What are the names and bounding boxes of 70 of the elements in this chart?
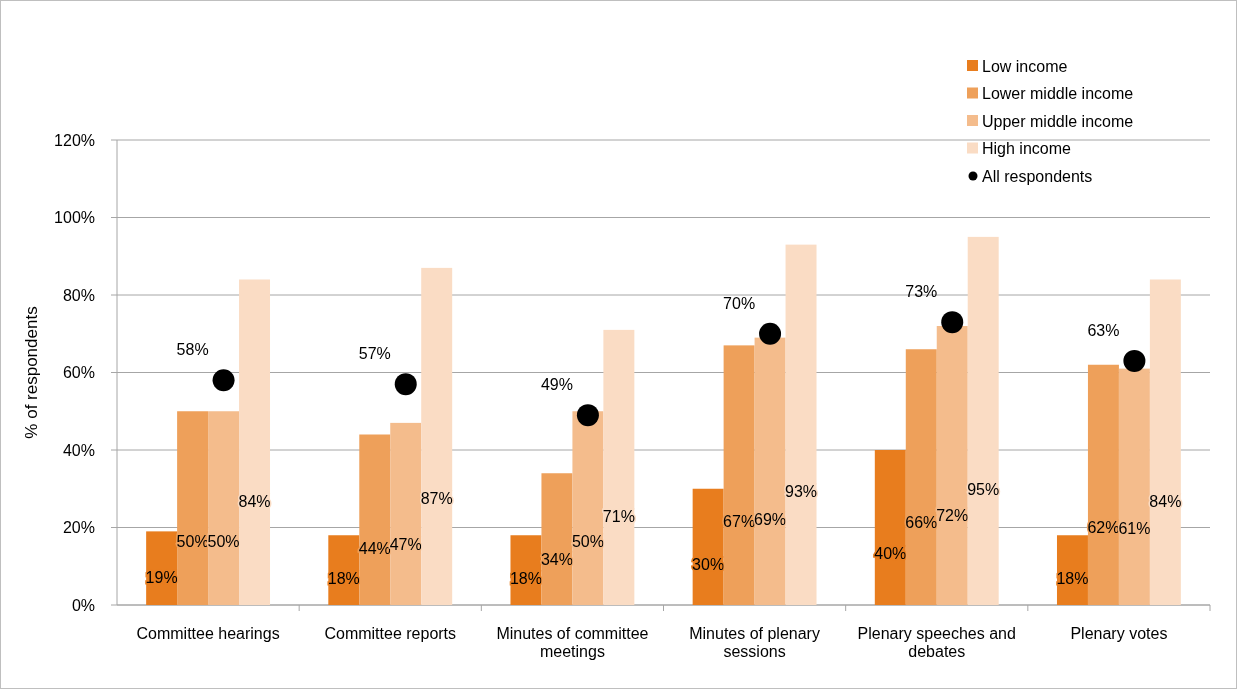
y-tick-label: 100% [54, 209, 95, 227]
y-tick-label: 40% [62, 441, 95, 459]
data-label: 47% [389, 536, 422, 554]
legend-label: All respondents [982, 167, 1093, 185]
data-label: 73% [905, 283, 938, 301]
y-tick-label: 0% [71, 596, 95, 614]
data-label: 18% [1056, 570, 1089, 588]
bar [905, 349, 937, 605]
data-label: 50% [176, 532, 209, 550]
legend-label: Lower middle income [982, 85, 1134, 103]
x-tick-label: Plenary speeches and debates [857, 625, 1016, 661]
y-tick-label: 60% [62, 364, 95, 382]
bar [1087, 364, 1119, 605]
point [212, 369, 235, 392]
data-label: 66% [905, 514, 938, 532]
legend-label: High income [982, 140, 1072, 158]
bar [177, 411, 209, 605]
data-label: 67% [723, 513, 756, 531]
bar [723, 345, 755, 605]
y-tick-label: 120% [54, 131, 95, 149]
bar [359, 434, 391, 605]
y-axis-title: % of respondents [22, 306, 41, 439]
data-label: 18% [327, 570, 360, 588]
bar [421, 267, 453, 605]
x-tick-label: Committee hearings [136, 625, 280, 642]
data-label: 84% [238, 493, 271, 511]
bar [936, 326, 968, 605]
bar [603, 329, 635, 605]
data-label: 71% [602, 508, 635, 526]
bar [1149, 279, 1181, 605]
x-tick-label: Committee reports [324, 625, 457, 642]
data-label: 18% [509, 570, 542, 588]
data-label: 58% [176, 341, 209, 359]
bar [1118, 368, 1150, 605]
bar [967, 236, 999, 605]
point [394, 373, 417, 396]
y-tick-label: 80% [62, 286, 95, 304]
data-label: 61% [1118, 520, 1151, 538]
data-label: 95% [967, 480, 1000, 498]
data-label: 57% [358, 345, 391, 363]
point [941, 311, 964, 334]
data-label: 50% [207, 532, 240, 550]
bar [390, 422, 422, 605]
x-tick-label: Plenary votes [1070, 625, 1168, 642]
data-label: 62% [1087, 518, 1120, 536]
data-label: 50% [571, 532, 604, 550]
data-label: 70% [723, 294, 756, 312]
data-label: 63% [1087, 321, 1120, 339]
data-label: 19% [145, 568, 178, 586]
data-label: 44% [358, 539, 391, 557]
x-tick-label: Minutes of committee meetings [496, 625, 649, 661]
x-tick-label: Minutes of plenary sessions [689, 625, 820, 661]
point [1123, 349, 1146, 372]
data-label: 93% [785, 482, 818, 500]
point [759, 322, 782, 345]
bar [874, 450, 906, 605]
bar [239, 279, 271, 605]
data-label: 49% [540, 376, 573, 394]
bar [754, 337, 786, 605]
data-label: 87% [420, 489, 453, 507]
bar [785, 244, 817, 605]
point [576, 404, 599, 427]
data-label: 34% [540, 551, 573, 569]
data-label: 84% [1149, 493, 1182, 511]
legend-label: Low income [982, 57, 1068, 75]
y-tick-label: 20% [62, 519, 95, 537]
data-label: 69% [754, 510, 787, 528]
legend-label: Upper middle income [982, 112, 1134, 130]
bar [208, 411, 240, 605]
data-label: 72% [936, 507, 969, 525]
